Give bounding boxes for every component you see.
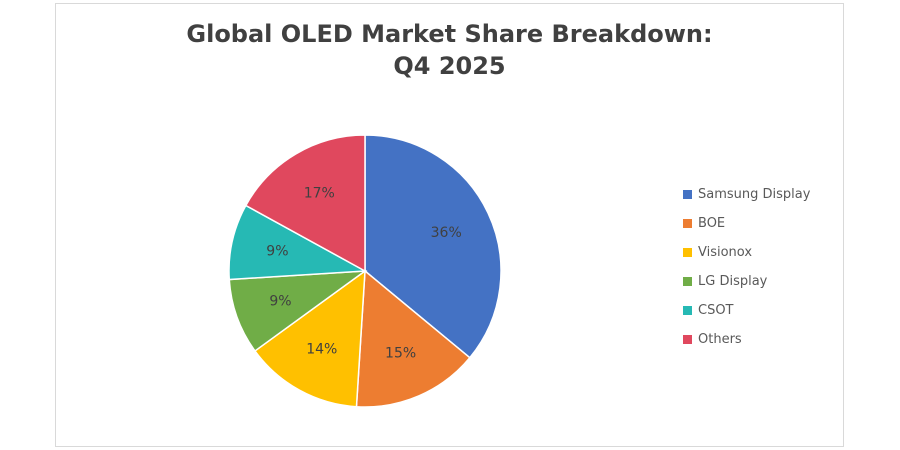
legend-swatch-others (683, 335, 692, 344)
legend-swatch-visionox (683, 248, 692, 257)
chart-title: Global OLED Market Share Breakdown: Q4 2… (55, 18, 844, 82)
slice-label-visionox: 14% (306, 342, 337, 358)
legend-item-others: Others (683, 325, 843, 354)
legend-label-visionox: Visionox (698, 245, 753, 260)
slice-label-samsung-display: 36% (431, 225, 462, 241)
legend-item-samsung-display: Samsung Display (683, 180, 843, 209)
legend-label-csot: CSOT (698, 303, 734, 318)
legend-label-samsung-display: Samsung Display (698, 187, 811, 202)
slice-label-boe: 15% (385, 345, 416, 361)
slice-label-others: 17% (304, 186, 335, 202)
legend-swatch-boe (683, 219, 692, 228)
pie-slice-visionox (253, 269, 366, 408)
legend-swatch-csot (683, 306, 692, 315)
legend-label-others: Others (698, 332, 742, 347)
legend-item-visionox: Visionox (683, 238, 843, 267)
legend-item-lg-display: LG Display (683, 267, 843, 296)
slice-label-lg-display: 9% (269, 293, 291, 309)
legend-swatch-lg-display (683, 277, 692, 286)
pie-slice-others (244, 134, 366, 273)
chart-title-line-1: Global OLED Market Share Breakdown: (186, 20, 713, 48)
legend: Samsung Display BOE Visionox LG Display CSOT… (683, 180, 843, 354)
chart-title-line-2: Q4 2025 (393, 52, 506, 80)
legend-item-csot: CSOT (683, 296, 843, 325)
pie-slice-labels: 36% 15% 14% 9% 9% 17% (266, 186, 461, 362)
legend-label-boe: BOE (698, 216, 726, 231)
slice-label-csot: 9% (266, 243, 288, 259)
legend-label-lg-display: LG Display (698, 274, 768, 289)
pie-slice-samsung-display (364, 134, 502, 359)
pie-slices (228, 134, 502, 408)
legend-swatch-samsung-display (683, 190, 692, 199)
legend-item-boe: BOE (683, 209, 843, 238)
pie-slice-boe (355, 269, 471, 408)
